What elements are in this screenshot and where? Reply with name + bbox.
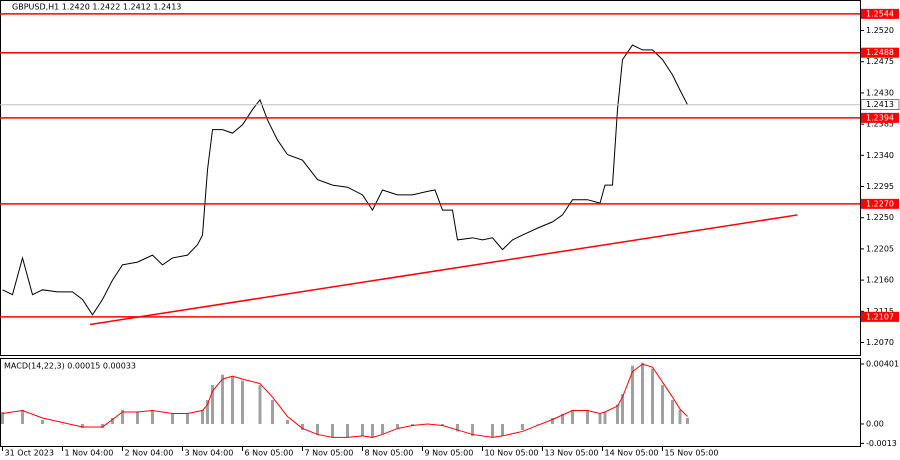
macd-bar [271, 400, 274, 424]
y-tick-label: 1.2070 [866, 338, 894, 347]
macd-bar [346, 423, 349, 437]
macd-bar [411, 423, 414, 426]
macd-bar [598, 413, 602, 424]
macd-bar [586, 409, 589, 424]
macd-bar [286, 419, 289, 424]
macd-bar [671, 400, 674, 424]
x-tick-label: 1 Nov 04:00 [65, 449, 114, 458]
x-tick-label: 14 Nov 05:00 [605, 449, 659, 458]
level-label: 1.2394 [866, 113, 894, 122]
level-label-box [861, 112, 899, 123]
macd-bar [561, 413, 564, 424]
macd-bar [136, 411, 139, 424]
macd-bar [631, 365, 634, 424]
macd-bar [536, 423, 539, 425]
level-label-box [861, 198, 899, 209]
x-tick-label: 6 Nov 05:00 [245, 449, 294, 458]
x-tick-label: 7 Nov 05:00 [305, 449, 354, 458]
level-label: 1.2107 [866, 312, 894, 321]
macd-bar [571, 409, 574, 424]
price-line [2, 44, 688, 316]
macd-bar [396, 423, 399, 429]
macd-bar [316, 423, 319, 436]
x-tick-label: 31 Oct 2023 [5, 449, 54, 458]
macd-frame [0, 358, 861, 447]
y-tick-label: -0.0013 [866, 439, 897, 448]
macd-bar [221, 374, 224, 424]
macd-bar [21, 409, 24, 424]
y-tick-label: 1.2115 [866, 307, 894, 316]
macd-bar [686, 417, 689, 424]
y-tick-label: 0.00401 [866, 359, 899, 368]
last-price-label: 1.2413 [866, 100, 894, 109]
macd-bar [81, 423, 84, 429]
macd-bar [456, 423, 459, 432]
macd-bar [301, 423, 304, 430]
macd-bar [621, 394, 624, 424]
y-tick-label: 1.2160 [866, 276, 894, 285]
macd-bar [258, 385, 262, 424]
macd-bar [491, 423, 494, 438]
macd-bar [241, 380, 244, 424]
level-label: 1.2544 [866, 9, 894, 18]
x-tick-label: 9 Nov 05:00 [425, 449, 474, 458]
price-frame [0, 0, 861, 356]
macd-bar [651, 368, 654, 424]
macd-bar [111, 417, 114, 424]
level-label-box [861, 311, 899, 322]
macd-bar [61, 423, 64, 425]
x-tick-label: 8 Nov 05:00 [365, 449, 414, 458]
x-tick-label: 13 Nov 05:00 [545, 449, 599, 458]
y-tick-label: 1.2295 [866, 182, 894, 191]
macd-bar [211, 385, 214, 424]
y-tick-label: 1.2340 [866, 151, 894, 160]
macd-bar [678, 409, 682, 424]
y-tick-label: 1.2250 [866, 213, 894, 222]
signal-line [2, 363, 688, 438]
macd-bar [121, 409, 124, 424]
macd-bar [171, 413, 174, 424]
macd-bar [521, 423, 524, 430]
macd-bar [101, 423, 104, 429]
level-label: 1.2270 [866, 199, 894, 208]
macd-bar [661, 385, 664, 424]
x-tick-label: 2 Nov 04:00 [125, 449, 174, 458]
y-tick-label: 1.2385 [866, 120, 894, 129]
level-label: 1.2488 [866, 48, 894, 57]
macd-bar [551, 417, 554, 424]
x-tick-label: 3 Nov 04:00 [185, 449, 234, 458]
y-tick-label: 1.2430 [866, 88, 894, 97]
macd-bar [231, 376, 234, 424]
chart-title: GBPUSD,H1 1.2420 1.2422 1.2412 1.2413 [12, 3, 181, 12]
macd-bar [1, 411, 4, 424]
y-tick-label: 1.2475 [866, 57, 894, 66]
macd-bar [501, 423, 504, 436]
macd-bar [371, 423, 374, 438]
macd-bar [616, 404, 619, 424]
macd-bar [151, 409, 154, 424]
macd-bar [206, 400, 209, 424]
x-tick-label: 10 Nov 05:00 [485, 449, 539, 458]
macd-bar [331, 423, 334, 438]
y-tick-label: 1.2520 [866, 26, 894, 35]
trend-line [89, 214, 798, 326]
level-label-box [861, 47, 899, 58]
macd-bar [361, 423, 364, 436]
macd-bar [441, 423, 444, 426]
macd-bar [201, 409, 204, 424]
x-tick-label: 15 Nov 05:00 [665, 449, 719, 458]
last-price-box [860, 99, 900, 110]
macd-bar [41, 419, 44, 424]
level-label-box [861, 8, 899, 19]
y-tick-label: 0.00 [866, 419, 884, 428]
macd-title: MACD(14,22,3) 0.00015 0.00033 [4, 362, 136, 371]
y-tick-label: 1.2205 [866, 244, 894, 253]
macd-bar [641, 362, 644, 424]
macd-bar [603, 411, 607, 424]
macd-bar [186, 413, 189, 424]
macd-bar [471, 423, 474, 436]
macd-bar [381, 423, 384, 434]
